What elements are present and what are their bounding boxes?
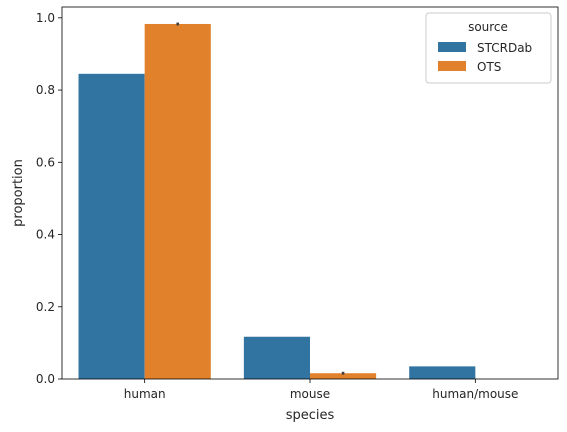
bar-stcrdab-mouse [243, 336, 310, 379]
y-tick-label: 0.4 [36, 228, 55, 242]
axes-frame [61, 6, 559, 380]
y-tick-label: 0.2 [36, 300, 55, 314]
y-tick-label: 0.0 [36, 372, 55, 386]
legend-swatch-stcrdab [438, 42, 466, 52]
legend-swatch-ots [438, 61, 466, 71]
bar-ots-mouse [310, 373, 377, 379]
y-tick-label: 0.8 [36, 83, 55, 97]
bars-layer [78, 23, 476, 379]
y-tick-label: 1.0 [36, 11, 55, 25]
legend-label-ots: OTS [477, 60, 501, 74]
y-axis-label: proportion [11, 159, 26, 227]
bar-stcrdab-human [78, 73, 145, 379]
y-axis-ticks: 0.0 0.2 0.4 0.6 0.8 1.0 [36, 11, 62, 386]
x-tick-label: mouse [290, 387, 330, 401]
x-axis-ticks: human mouse human/mouse [124, 379, 518, 401]
bar-ots-human [144, 23, 211, 379]
error-bars-layer [176, 22, 345, 375]
x-axis-label: species [286, 408, 335, 423]
x-tick-label: human [124, 387, 166, 401]
bar-stcrdab-human-mouse [409, 366, 476, 379]
legend-label-stcrdab: STCRDab [477, 41, 532, 55]
legend-title: source [468, 20, 508, 34]
y-tick-label: 0.6 [36, 155, 55, 169]
legend: source STCRDab OTS [425, 12, 552, 84]
x-tick-label: human/mouse [432, 387, 518, 401]
plot-area: human mouse human/mouse 0.0 0.2 0.4 0.6 0.8 1.0 [36, 6, 559, 401]
